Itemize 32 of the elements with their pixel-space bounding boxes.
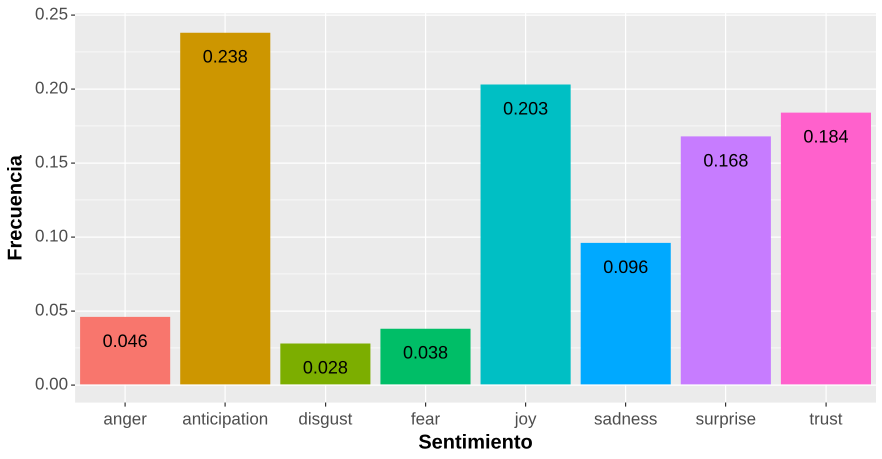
x-tick-label: surprise	[696, 409, 756, 428]
y-tick-label: 0.15	[34, 152, 68, 172]
bar	[180, 32, 270, 384]
x-tick-label: trust	[809, 409, 843, 428]
data-label: 0.238	[202, 46, 248, 67]
y-tick-label: 0.20	[34, 78, 68, 98]
y-tick-label: 0.05	[34, 300, 68, 320]
data-label: 0.184	[803, 126, 848, 147]
bar	[480, 84, 571, 384]
y-tick-label: 0.10	[34, 226, 68, 246]
data-label: 0.203	[503, 98, 548, 119]
data-label: 0.096	[603, 256, 648, 277]
y-tick-label: 0.25	[34, 4, 68, 24]
data-label: 0.046	[102, 330, 148, 351]
x-tick-label: anticipation	[182, 409, 268, 428]
x-tick-label: fear	[410, 409, 440, 428]
data-label: 0.038	[402, 342, 448, 363]
y-axis-title: Frecuencia	[4, 154, 27, 261]
bar	[680, 136, 771, 384]
y-tick-label: 0.00	[34, 374, 68, 394]
bar	[580, 242, 671, 384]
bar	[380, 328, 471, 384]
x-tick-label: joy	[514, 409, 537, 428]
x-tick-label: anger	[103, 409, 148, 428]
data-label: 0.028	[302, 358, 348, 378]
x-axis-title: Sentimiento	[418, 432, 533, 454]
x-tick-label: sadness	[594, 409, 658, 428]
data-label: 0.168	[703, 150, 748, 170]
x-tick-label: disgust	[298, 409, 353, 428]
bar	[780, 112, 871, 384]
bar	[80, 316, 170, 384]
bar	[280, 344, 370, 384]
